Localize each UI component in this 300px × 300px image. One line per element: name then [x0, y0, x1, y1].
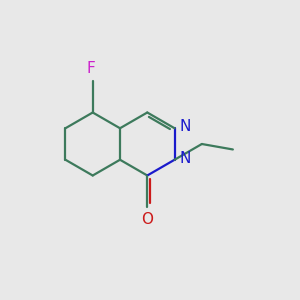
Text: N: N — [180, 151, 191, 166]
Text: N: N — [180, 119, 191, 134]
Text: O: O — [141, 212, 153, 227]
Text: F: F — [87, 61, 96, 76]
